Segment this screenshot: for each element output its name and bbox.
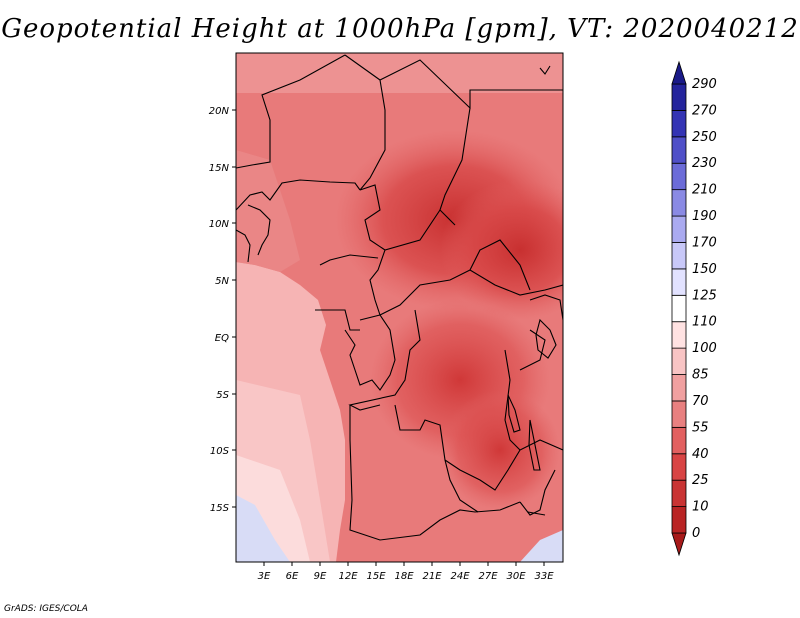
colorbar: 0 10 25 40 55 70 85 100 110 125 150 170 190 210 230 250… <box>671 60 717 557</box>
colorbar-label: 290 <box>692 77 717 92</box>
colorbar-segment-6 <box>671 374 687 402</box>
lat-label-10n: 10N <box>209 219 230 230</box>
colorbar-segment-16 <box>671 110 687 138</box>
map-frame <box>235 52 564 563</box>
lon-label-24e: 24E <box>450 571 470 582</box>
latitude-axis: 20N 15N 10N 5N EQ 5S 10S 15S <box>209 106 236 514</box>
colorbar-segment-15 <box>671 136 687 164</box>
colorbar-segment-0 <box>671 532 687 557</box>
colorbar-segment-14 <box>671 162 687 191</box>
colorbar-label: 170 <box>692 235 717 250</box>
colorbar-label: 110 <box>692 315 717 330</box>
colorbar-label: 100 <box>692 341 717 356</box>
colorbar-label: 270 <box>692 103 717 118</box>
colorbar-segment-17 <box>671 83 687 111</box>
colorbar-label: 70 <box>692 394 709 409</box>
colorbar-segment-2 <box>671 479 687 507</box>
lat-label-20n: 20N <box>209 106 230 117</box>
colorbar-label: 25 <box>692 473 709 488</box>
colorbar-segment-5 <box>671 400 687 428</box>
colorbar-label: 210 <box>692 183 717 198</box>
grads-credit: GrADS: IGES/COLA <box>4 604 88 614</box>
colorbar-label: 55 <box>692 420 709 435</box>
longitude-axis: 3E 6E 9E 12E 15E 18E 21E 24E 27E 30E 33E <box>258 562 554 582</box>
lon-label-33e: 33E <box>534 571 554 582</box>
colorbar-segment-7 <box>671 347 687 375</box>
colorbar-label: 190 <box>692 209 717 224</box>
colorbar-segment-1 <box>671 506 687 534</box>
lat-label-15n: 15N <box>209 163 230 174</box>
lon-label-21e: 21E <box>422 571 442 582</box>
lon-label-18e: 18E <box>394 571 414 582</box>
colorbar-segment-3 <box>671 453 687 481</box>
lon-label-27e: 27E <box>478 571 498 582</box>
lon-label-3e: 3E <box>258 571 271 582</box>
lon-label-15e: 15E <box>366 571 386 582</box>
colorbar-label: 150 <box>692 262 717 277</box>
colorbar-label: 40 <box>692 447 709 462</box>
colorbar-label: 85 <box>692 368 709 383</box>
colorbar-label: 125 <box>692 288 717 303</box>
colorbar-label: 250 <box>692 130 717 145</box>
colorbar-segment-13 <box>671 189 687 217</box>
colorbar-segment-11 <box>671 242 687 270</box>
lon-label-9e: 9E <box>314 571 327 582</box>
chart-title: Geopotential Height at 1000hPa [gpm], VT… <box>1 14 799 44</box>
lat-label-15s: 15S <box>210 503 230 514</box>
colorbar-label: 0 <box>692 526 700 541</box>
colorbar-segment-9 <box>671 294 687 323</box>
colorbar-segment-18 <box>671 60 687 85</box>
lon-label-30e: 30E <box>506 571 526 582</box>
lat-label-10s: 10S <box>210 446 230 457</box>
lat-label-5n: 5N <box>215 276 229 287</box>
lon-label-12e: 12E <box>338 571 358 582</box>
lat-label-5s: 5S <box>216 390 229 401</box>
country-boundaries <box>236 54 563 541</box>
colorbar-segment-4 <box>671 426 687 455</box>
colorbar-segment-10 <box>671 268 687 296</box>
colorbar-segment-8 <box>671 321 687 349</box>
lat-label-eq: EQ <box>215 333 229 344</box>
colorbar-label: 10 <box>692 500 709 515</box>
map-filled-field <box>236 53 563 562</box>
lon-label-6e: 6E <box>286 571 299 582</box>
colorbar-segment-12 <box>671 215 687 243</box>
colorbar-label: 230 <box>692 156 717 171</box>
